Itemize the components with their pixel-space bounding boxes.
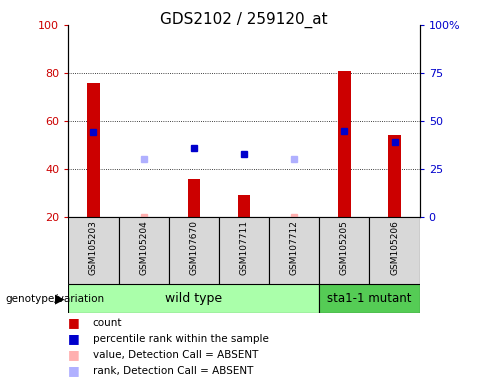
- Bar: [338, 71, 351, 217]
- Text: rank, Detection Call = ABSENT: rank, Detection Call = ABSENT: [93, 366, 253, 376]
- Text: percentile rank within the sample: percentile rank within the sample: [93, 334, 268, 344]
- Text: ■: ■: [68, 332, 80, 345]
- Bar: [187, 179, 200, 217]
- Bar: [269, 217, 319, 284]
- Text: count: count: [93, 318, 122, 328]
- Bar: [388, 136, 401, 217]
- Bar: [238, 195, 250, 217]
- Text: GSM105205: GSM105205: [340, 220, 349, 275]
- Bar: [169, 217, 219, 284]
- Bar: [68, 217, 119, 284]
- Text: GSM105204: GSM105204: [139, 220, 148, 275]
- Text: GSM107670: GSM107670: [189, 220, 198, 275]
- Text: GSM105206: GSM105206: [390, 220, 399, 275]
- Text: GSM107711: GSM107711: [240, 220, 248, 275]
- Text: sta1-1 mutant: sta1-1 mutant: [327, 292, 412, 305]
- Text: GSM107712: GSM107712: [290, 220, 299, 275]
- Text: ■: ■: [68, 316, 80, 329]
- Text: ■: ■: [68, 348, 80, 361]
- Bar: [68, 284, 319, 313]
- Text: genotype/variation: genotype/variation: [5, 293, 104, 304]
- Text: value, Detection Call = ABSENT: value, Detection Call = ABSENT: [93, 350, 258, 360]
- Text: ▶: ▶: [55, 292, 64, 305]
- Bar: [119, 217, 169, 284]
- Bar: [87, 83, 100, 217]
- Text: ■: ■: [68, 364, 80, 377]
- Bar: [369, 217, 420, 284]
- Bar: [319, 217, 369, 284]
- Text: GDS2102 / 259120_at: GDS2102 / 259120_at: [160, 12, 328, 28]
- Bar: [219, 217, 269, 284]
- Text: wild type: wild type: [165, 292, 223, 305]
- Bar: [319, 284, 420, 313]
- Text: GSM105203: GSM105203: [89, 220, 98, 275]
